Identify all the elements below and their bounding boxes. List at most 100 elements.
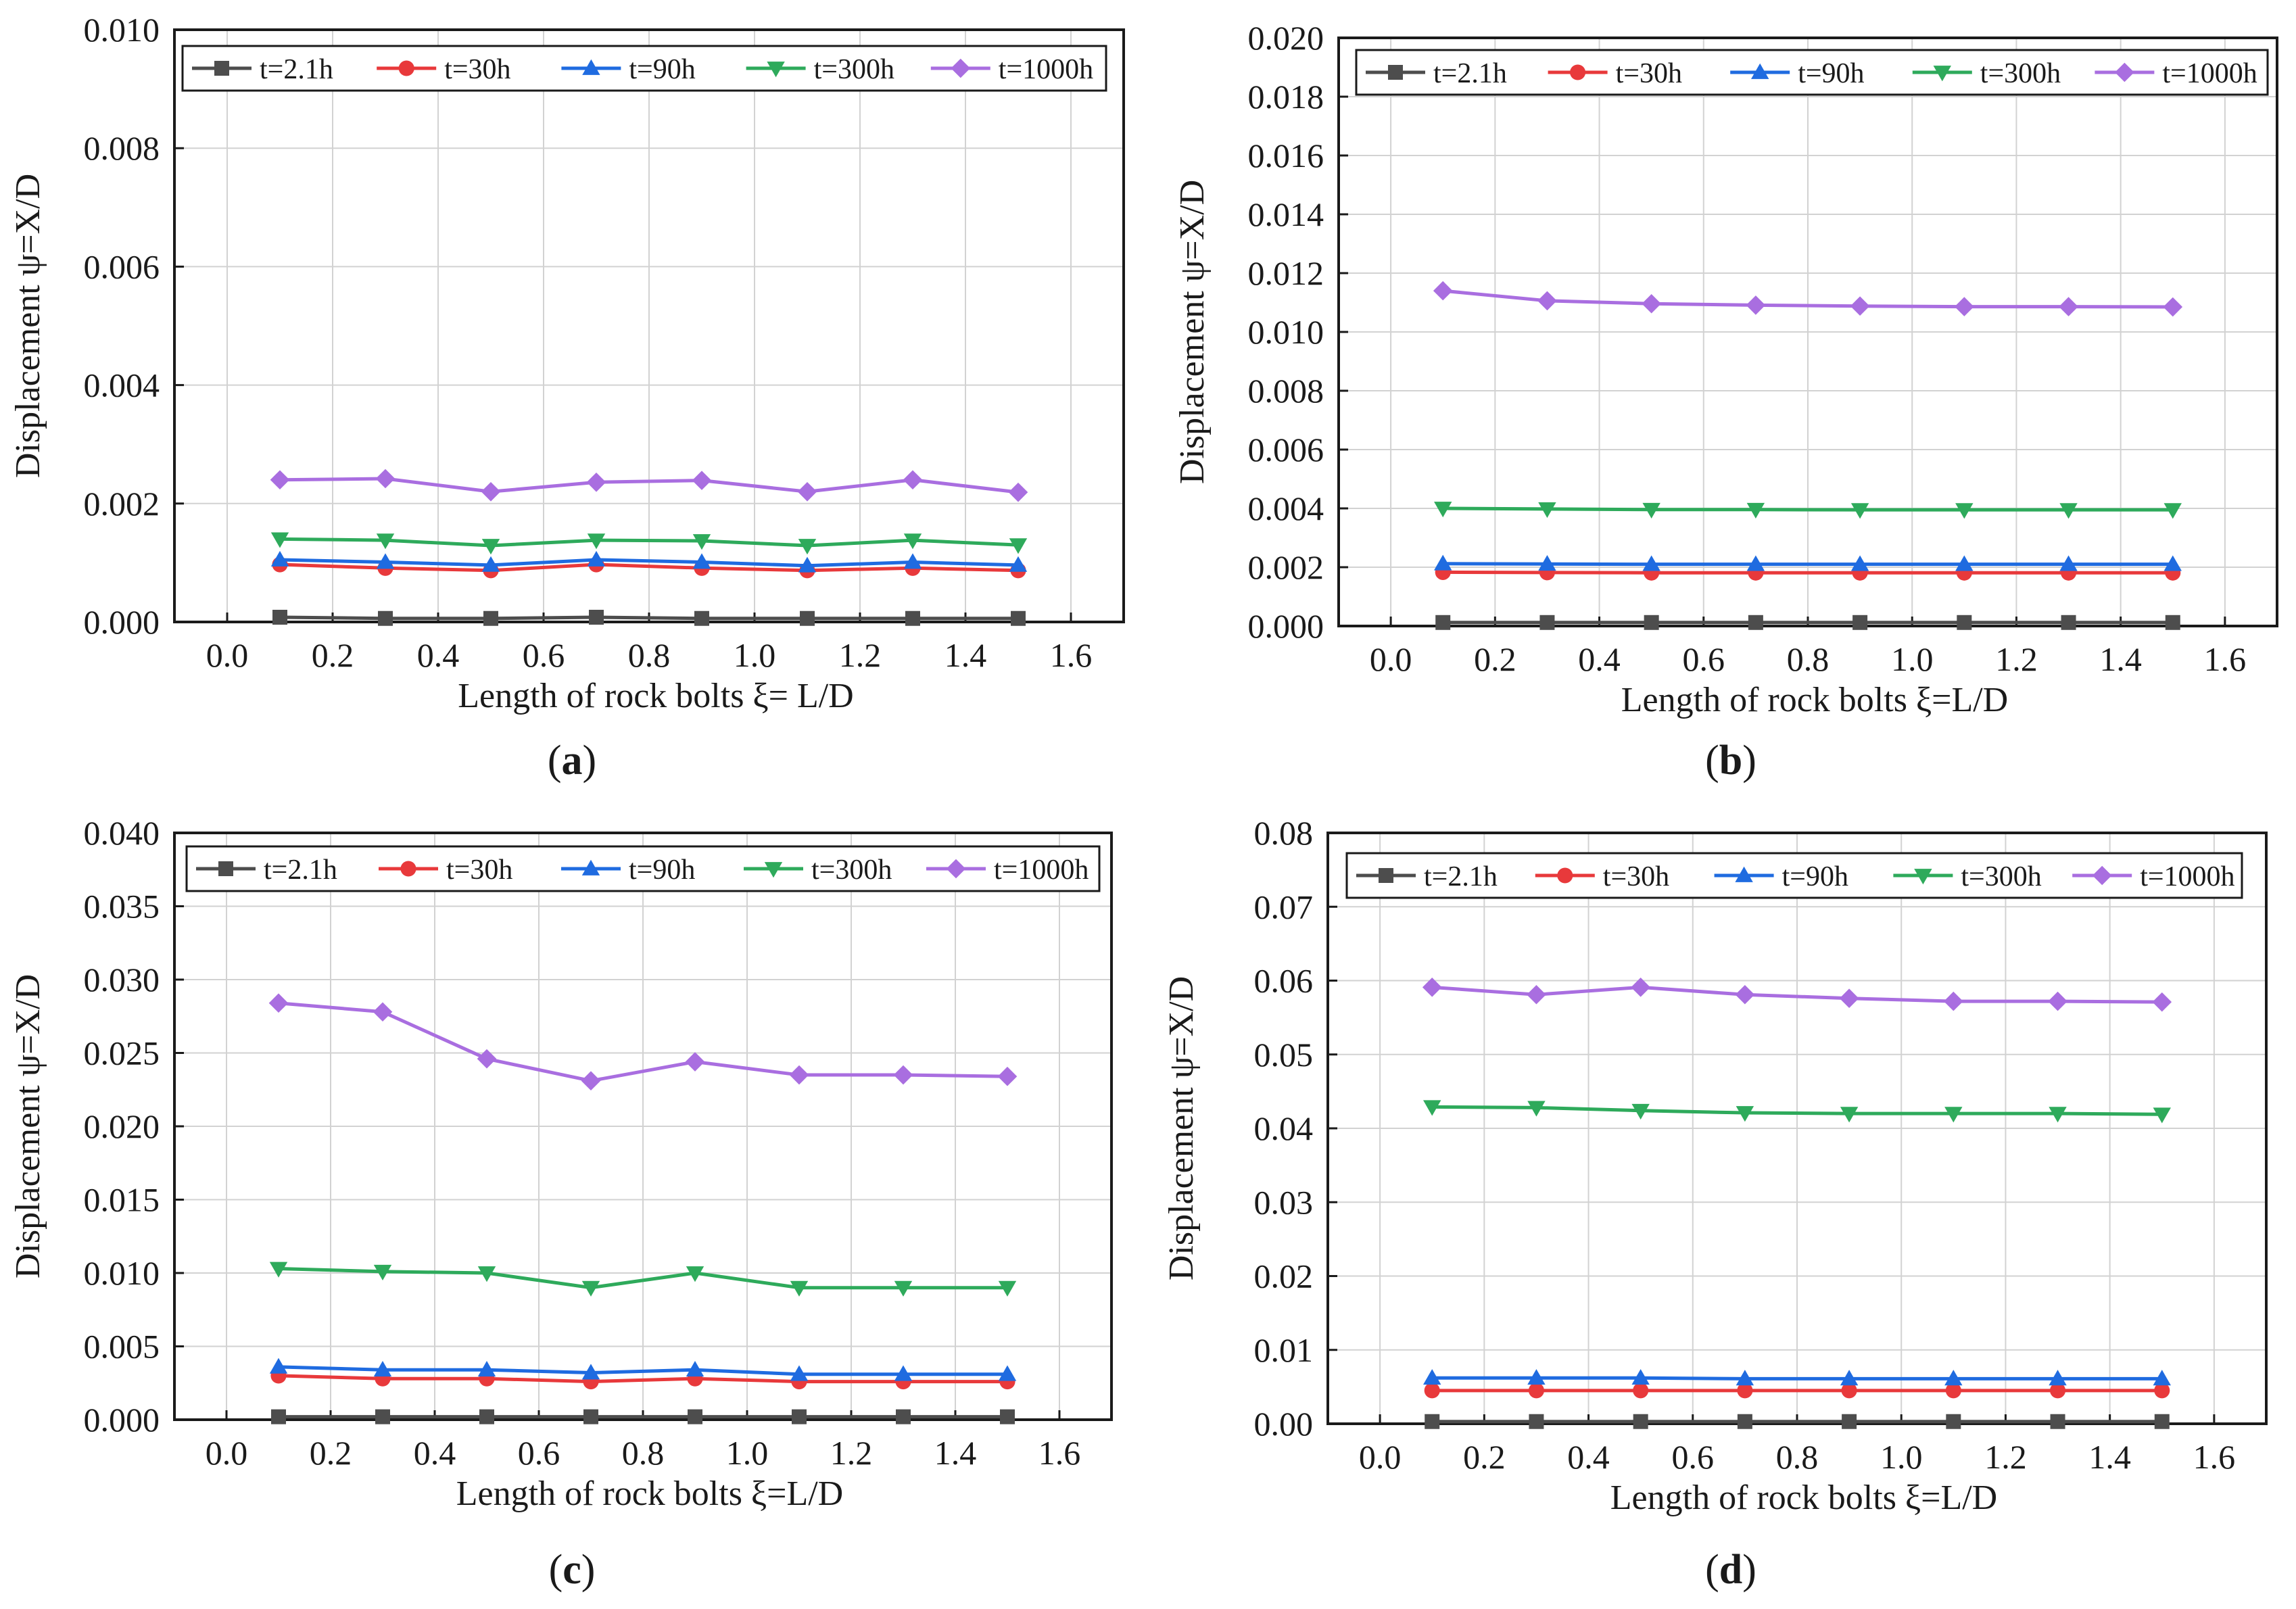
x-tick-label: 0.0 (206, 636, 249, 674)
data-point-t=2.1h (1011, 610, 1026, 626)
data-point-t=90h (686, 1361, 704, 1377)
x-tick-label: 0.8 (1787, 640, 1829, 678)
legend-label: t=1000h (2162, 58, 2257, 89)
series-line-t=300h (278, 1266, 1007, 1290)
data-point-t=300h (2163, 503, 2182, 519)
data-point-t=90h (581, 1364, 600, 1380)
data-point-t=2.1h (2061, 615, 2076, 630)
y-tick-label: 0.010 (1248, 313, 1324, 351)
panel-caption: (a) (548, 738, 596, 784)
y-tick-label: 0.00 (1254, 1405, 1314, 1443)
legend-marker-t=2.1h (1379, 868, 1393, 883)
legend-marker-t=90h (581, 859, 600, 875)
x-tick-label: 1.0 (726, 1434, 769, 1472)
x-tick-label: 1.0 (1880, 1438, 1923, 1476)
legend-marker-t=300h (1933, 66, 1951, 82)
data-point-t=2.1h (688, 1409, 702, 1424)
data-point-t=1000h (1433, 281, 1453, 301)
chart-panel-d: 0.0 0.2 0.4 0.6 0.8 1.0 1.2 1.4 1.6 0.00 0.01 0.02 0… (1162, 814, 2268, 1593)
data-point-t=90h (2059, 555, 2078, 571)
data-point-t=2.1h (2050, 1414, 2065, 1429)
x-tick-label: 0.2 (312, 636, 354, 674)
data-point-t=1000h (789, 1065, 809, 1085)
data-point-t=2.1h (1000, 1409, 1015, 1424)
data-point-t=300h (998, 1280, 1017, 1297)
data-point-t=300h (1850, 503, 1869, 519)
data-point-t=90h (1434, 554, 1452, 571)
data-point-t=300h (2059, 503, 2078, 519)
y-tick-label: 0.06 (1254, 962, 1314, 1000)
data-point-t=90h (481, 556, 500, 572)
x-tick-label: 1.6 (1050, 636, 1093, 674)
panel-caption: (d) (1705, 1547, 1756, 1593)
data-point-t=1000h (692, 471, 712, 490)
data-point-t=2.1h (1946, 1414, 1961, 1429)
data-point-t=300h (903, 533, 922, 550)
data-point-t=30h (1528, 1383, 1544, 1399)
data-point-t=1000h (481, 481, 501, 502)
y-tick-label: 0.006 (1248, 431, 1324, 469)
series-line-t=1000h (279, 477, 1019, 494)
legend-label: t=30h (444, 54, 510, 85)
data-point-t=90h (1850, 555, 1869, 571)
data-point-t=1000h (1527, 984, 1546, 1005)
x-axis-title: Length of rock bolts ξ=L/D (456, 1474, 843, 1513)
y-tick-label: 0.015 (84, 1181, 160, 1219)
y-tick-label: 0.008 (84, 129, 160, 167)
panel-caption: (c) (549, 1547, 596, 1593)
data-point-t=1000h (2163, 297, 2183, 317)
data-point-t=300h (692, 534, 711, 550)
data-point-t=1000h (1746, 295, 1766, 315)
legend-label: t=90h (629, 855, 695, 886)
y-axis-title: Displacement ψ=X/D (9, 174, 47, 478)
legend-box (1345, 852, 2243, 899)
data-point-t=1000h (1955, 297, 1974, 316)
x-tick-label: 1.4 (2099, 640, 2142, 678)
x-tick-label: 1.6 (2204, 640, 2247, 678)
data-point-t=2.1h (479, 1409, 494, 1424)
x-tick-label: 0.2 (1474, 640, 1516, 678)
legend-label: t=2.1h (264, 855, 337, 886)
legend-marker-t=30h (1570, 64, 1586, 80)
data-point-t=90h (587, 550, 606, 567)
x-tick-label: 0.4 (1567, 1438, 1610, 1476)
x-tick-label: 0.8 (1776, 1438, 1819, 1476)
data-point-t=1000h (1850, 296, 1870, 316)
legend-marker-t=90h (1735, 866, 1753, 882)
data-point-t=30h (1737, 1383, 1753, 1399)
data-point-t=2.1h (694, 610, 709, 626)
y-tick-label: 0.04 (1254, 1109, 1314, 1147)
data-point-t=30h (2050, 1383, 2066, 1399)
x-tick-label: 0.0 (206, 1434, 248, 1472)
data-point-t=300h (790, 1280, 809, 1297)
data-point-t=90h (270, 550, 289, 567)
y-tick-label: 0.03 (1254, 1183, 1314, 1221)
y-tick-label: 0.08 (1254, 814, 1314, 852)
data-point-t=300h (1538, 502, 1556, 519)
data-point-t=300h (269, 1262, 288, 1278)
data-point-t=2.1h (272, 609, 287, 625)
x-tick-label: 0.2 (1463, 1438, 1506, 1476)
data-point-t=300h (2153, 1107, 2171, 1124)
y-tick-label: 0.000 (1248, 607, 1324, 645)
data-point-t=2.1h (1644, 615, 1659, 630)
y-axis-title: Displacement ψ=X/D (1162, 976, 1201, 1280)
y-tick-label: 0.006 (84, 247, 160, 285)
x-tick-label: 1.6 (2193, 1438, 2236, 1476)
x-tick-label: 1.2 (839, 636, 882, 674)
x-tick-label: 0.0 (1370, 640, 1412, 678)
data-point-t=2.1h (378, 610, 393, 626)
y-tick-label: 0.010 (84, 11, 160, 49)
legend-label: t=2.1h (1424, 861, 1498, 892)
data-point-t=1000h (797, 481, 817, 502)
data-point-t=2.1h (1633, 1414, 1648, 1429)
data-point-t=90h (477, 1361, 496, 1377)
legend-label: t=1000h (999, 54, 1093, 85)
legend-label: t=90h (629, 54, 695, 85)
data-point-t=30h (1633, 1383, 1649, 1399)
legend-marker-t=1000h (946, 859, 966, 879)
data-point-t=1000h (268, 993, 289, 1013)
x-tick-label: 0.6 (518, 1434, 560, 1472)
chart-panel-c: 0.0 0.2 0.4 0.6 0.8 1.0 1.2 1.4 1.6 0.000 0.005 0.0… (9, 814, 1113, 1593)
data-point-t=2.1h (1529, 1414, 1544, 1429)
